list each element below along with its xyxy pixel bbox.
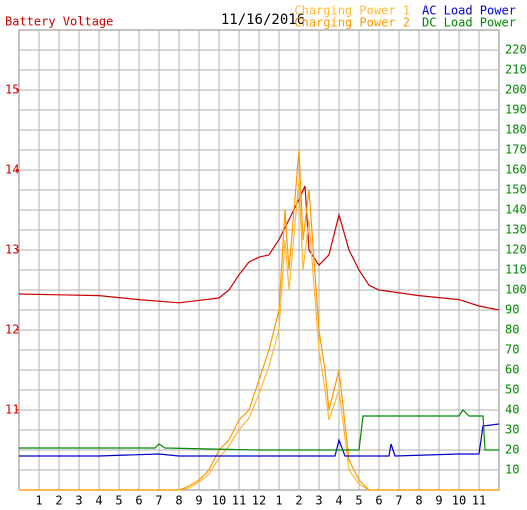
y2-tick-label: 220 <box>505 43 527 57</box>
x-tick-label: 5 <box>115 494 122 508</box>
y2-tick-label: 30 <box>505 423 519 437</box>
x-tick-label: 1 <box>275 494 282 508</box>
y2-tick-label: 150 <box>505 183 527 197</box>
y-tick-label: 13 <box>5 243 19 257</box>
series-line <box>19 149 499 491</box>
x-tick-label: 8 <box>175 494 182 508</box>
x-tick-label: 10 <box>212 494 226 508</box>
x-tick-label: 3 <box>75 494 82 508</box>
y-tick-label: 15 <box>5 83 19 97</box>
x-tick-label: 11 <box>232 494 246 508</box>
series-line <box>19 409 499 451</box>
legend-entry: Battery Voltage <box>5 15 113 29</box>
y2-tick-label: 180 <box>505 123 527 137</box>
y-tick-label: 11 <box>5 403 19 417</box>
y2-tick-label: 100 <box>505 283 527 297</box>
series-line <box>19 179 499 491</box>
x-tick-label: 7 <box>155 494 162 508</box>
y2-tick-label: 40 <box>505 403 519 417</box>
x-tick-label: 4 <box>335 494 342 508</box>
x-tick-label: 6 <box>375 494 382 508</box>
y2-tick-label: 160 <box>505 163 527 177</box>
x-tick-label: 4 <box>95 494 102 508</box>
y2-tick-label: 110 <box>505 263 527 277</box>
series-line <box>19 423 500 457</box>
y2-tick-label: 20 <box>505 443 519 457</box>
y2-tick-label: 60 <box>505 363 519 377</box>
x-tick-label: 12 <box>252 494 266 508</box>
y2-tick-label: 130 <box>505 223 527 237</box>
y2-tick-label: 90 <box>505 303 519 317</box>
legend-entry: DC Load Power <box>422 16 516 30</box>
y-tick-label: 12 <box>5 323 19 337</box>
y2-tick-label: 70 <box>505 343 519 357</box>
x-tick-label: 2 <box>295 494 302 508</box>
x-tick-label: 3 <box>315 494 322 508</box>
x-tick-label: 7 <box>395 494 402 508</box>
x-tick-label: 11 <box>472 494 486 508</box>
legend-entry: Charging Power 2 <box>294 16 410 30</box>
x-tick-label: 5 <box>355 494 362 508</box>
y2-tick-label: 170 <box>505 143 527 157</box>
legend-entry: Charging Power 1 <box>294 4 410 18</box>
y2-tick-label: 210 <box>505 63 527 77</box>
y2-tick-label: 50 <box>505 383 519 397</box>
y2-tick-label: 140 <box>505 203 527 217</box>
y-tick-label: 14 <box>5 163 19 177</box>
y2-tick-label: 10 <box>505 463 519 477</box>
x-tick-label: 6 <box>135 494 142 508</box>
legend-entry: AC Load Power <box>422 4 516 18</box>
series-line <box>18 185 500 311</box>
y2-tick-label: 190 <box>505 103 527 117</box>
y2-tick-label: 200 <box>505 83 527 97</box>
x-tick-label: 9 <box>435 494 442 508</box>
x-tick-label: 9 <box>195 494 202 508</box>
x-tick-label: 8 <box>415 494 422 508</box>
y2-tick-label: 80 <box>505 323 519 337</box>
x-tick-label: 2 <box>55 494 62 508</box>
y2-tick-label: 120 <box>505 243 527 257</box>
chart-title: 11/16/2016 <box>221 12 305 28</box>
x-tick-label: 1 <box>35 494 42 508</box>
x-tick-label: 10 <box>452 494 466 508</box>
